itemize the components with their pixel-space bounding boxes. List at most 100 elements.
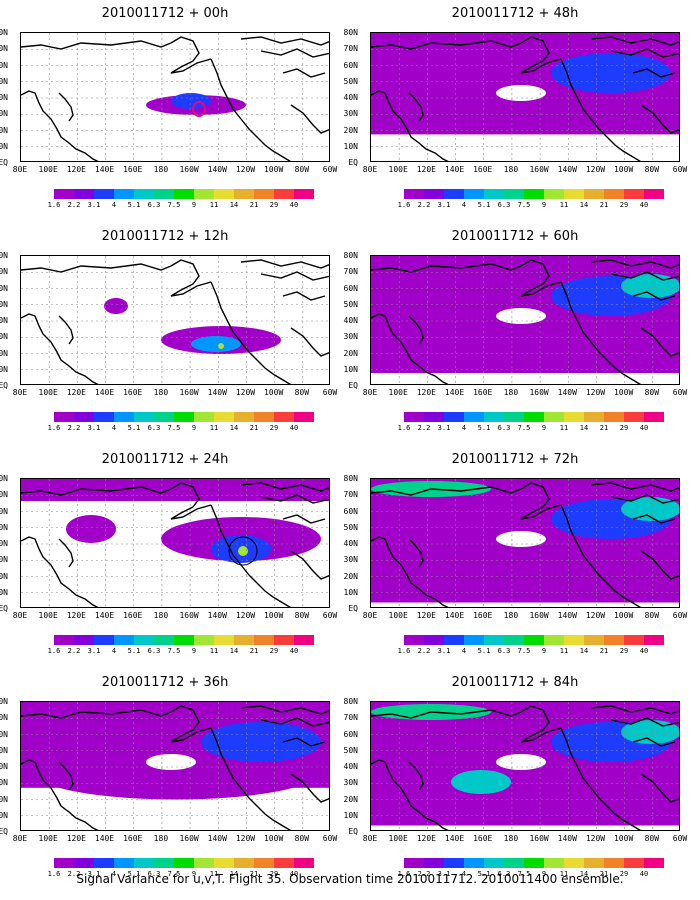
latitude-label: 10N xyxy=(343,141,358,151)
longitude-label: 180 xyxy=(503,165,519,174)
latitude-label: 40N xyxy=(0,316,8,325)
latitude-label: 30N xyxy=(0,109,8,119)
map-svg xyxy=(21,33,329,161)
coastline xyxy=(610,48,679,58)
longitude-label: 80E xyxy=(362,165,378,174)
coastline xyxy=(560,504,642,607)
colorbar-label: 29 xyxy=(619,424,629,432)
map-panel: 2010011712 + 84h 80N 70N 60N 50N 40N 30N 20N 10N… xyxy=(344,669,688,879)
colorbar-label: 3.1 xyxy=(437,870,451,878)
longitude-label: 120E xyxy=(416,165,436,174)
colorbar-label: 4 xyxy=(111,424,117,432)
coastline xyxy=(408,538,424,568)
colorbar-swatch xyxy=(484,858,504,868)
colorbar-label: 29 xyxy=(269,201,279,209)
colorbar-swatch xyxy=(214,858,234,868)
longitude-label: 160W xyxy=(529,834,549,843)
longitude-label: 160E xyxy=(473,388,493,397)
longitude-label: 180 xyxy=(503,834,519,843)
latitude-label: 20N xyxy=(343,348,358,358)
map-area xyxy=(20,32,330,162)
colorbar-label: 11 xyxy=(559,647,569,655)
coastline xyxy=(58,761,74,791)
colorbar-label: 9 xyxy=(191,647,197,655)
colorbar-swatch xyxy=(234,189,254,199)
colorbar-swatch xyxy=(624,189,644,199)
variance-field xyxy=(371,479,679,603)
colorbar-swatch xyxy=(424,189,444,199)
map-area xyxy=(20,255,330,385)
map-panel: 2010011712 + 36h 80N 70N 60N 50N 40N 30N 20N 10N… xyxy=(0,669,337,879)
longitude-label: 120W xyxy=(585,165,606,174)
longitude-label: 120E xyxy=(66,611,86,620)
longitude-label: 60W xyxy=(322,611,338,620)
colorbar-label: 2.2 xyxy=(417,870,431,878)
colorbar-label: 7.5 xyxy=(167,424,181,432)
latitude-label: 60N xyxy=(0,60,8,70)
colorbar-swatch xyxy=(624,412,644,422)
coastline xyxy=(282,514,326,524)
colorbar-swatch xyxy=(74,635,94,645)
latitude-label: 70N xyxy=(343,267,358,277)
latitude-label: 70N xyxy=(343,713,358,723)
colorbar-swatch xyxy=(464,635,484,645)
colorbar-swatch xyxy=(234,858,254,868)
colorbar-label: 40 xyxy=(639,201,649,209)
colorbar-swatch xyxy=(154,412,174,422)
colorbar-label: 2.2 xyxy=(417,201,431,209)
longitude-label: 140E xyxy=(444,388,465,397)
coastline xyxy=(290,327,329,357)
colorbar-label: 29 xyxy=(269,424,279,432)
longitude-label: 160E xyxy=(123,611,143,620)
latitude-label: 60N xyxy=(0,283,8,293)
latitude-label: 80N xyxy=(0,251,8,260)
colorbar-swatch xyxy=(584,635,604,645)
map-panel: 2010011712 + 00h 80N 70N 60N 50N 40N 30N 20N 10N… xyxy=(0,0,337,211)
coastline xyxy=(21,263,172,273)
longitude-label: 100E xyxy=(38,388,58,397)
latitude-label: 10N xyxy=(0,141,8,151)
latitude-label: 80N xyxy=(0,28,8,37)
latitude-label: 70N xyxy=(0,713,8,723)
longitude-label: 80W xyxy=(644,834,660,843)
coastline xyxy=(371,263,522,273)
latitude-label: 10N xyxy=(0,364,8,374)
map-svg xyxy=(371,479,679,607)
longitude-label: 100W xyxy=(263,165,284,174)
colorbar-label: 3.1 xyxy=(87,201,101,209)
colorbar-swatch xyxy=(54,412,74,422)
colorbar-swatch xyxy=(194,635,214,645)
latitude-label: 50N xyxy=(0,76,8,86)
latitude-label: 10N xyxy=(343,810,358,820)
colorbar-swatch xyxy=(524,412,544,422)
colorbar-label: 21 xyxy=(599,424,609,432)
colorbar-label: 40 xyxy=(289,201,299,209)
panel-title: 2010011712 + 48h xyxy=(451,6,579,21)
colorbar-label: 5.1 xyxy=(477,424,491,432)
colorbar-label: 29 xyxy=(619,647,629,655)
longitude-label: 180 xyxy=(153,834,169,843)
map-panel: 2010011712 + 72h 80N 70N 60N 50N 40N 30N 20N 10N… xyxy=(344,446,688,656)
longitude-label: 140W xyxy=(207,165,227,174)
colorbar-swatch xyxy=(274,412,294,422)
map-svg xyxy=(371,256,679,384)
colorbar-label: 5.1 xyxy=(477,201,491,209)
panel-title: 2010011712 + 12h xyxy=(101,229,229,244)
colorbar-swatch xyxy=(194,858,214,868)
colorbar-swatch xyxy=(274,635,294,645)
colorbar-swatch xyxy=(424,412,444,422)
colorbar-swatch xyxy=(254,858,274,868)
colorbar-label: 5.1 xyxy=(127,201,141,209)
colorbar-swatch xyxy=(74,189,94,199)
colorbar-labels: 1.6 2.2 3.1 4 5.1 6.3 7.5 9 11 14 21 29 40 xyxy=(48,201,314,211)
colorbar-labels: 1.6 2.2 3.1 4 5.1 6.3 7.5 9 11 14 21 29 40 xyxy=(48,647,314,657)
coastline xyxy=(640,327,679,357)
colorbar-swatch xyxy=(404,189,424,199)
variance-field xyxy=(21,479,329,566)
colorbar-swatch xyxy=(134,412,154,422)
colorbar xyxy=(54,412,314,422)
colorbar-label: 1.6 xyxy=(397,424,411,432)
colorbar-swatch xyxy=(624,858,644,868)
coastline xyxy=(282,737,326,747)
longitude-label: 140E xyxy=(444,165,465,174)
